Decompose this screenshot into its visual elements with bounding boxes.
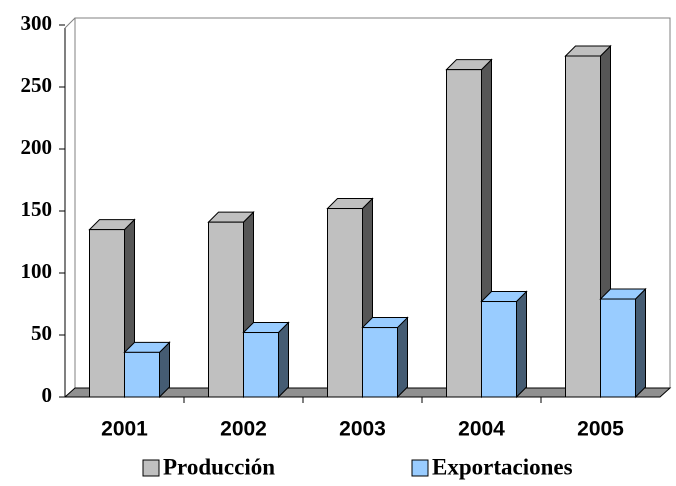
legend-swatch: [142, 459, 160, 477]
bar: [89, 229, 125, 398]
y-tick-label: 250: [21, 73, 53, 97]
bar-side: [635, 287, 646, 399]
bar-side: [278, 321, 289, 399]
bar: [124, 351, 160, 398]
legend-label: Exportaciones: [432, 454, 573, 479]
y-tick-label: 100: [21, 259, 53, 283]
bar: [243, 332, 279, 398]
y-tick-label: 150: [21, 197, 53, 221]
bar: [481, 301, 517, 398]
x-tick-label: 2003: [339, 418, 386, 441]
y-tick-label: 200: [21, 135, 53, 159]
bar: [208, 221, 244, 398]
bar: [327, 208, 363, 398]
legend-swatch: [411, 459, 429, 477]
bar-side: [397, 316, 408, 399]
x-tick-label: 2001: [101, 418, 148, 441]
y-tick-label: 0: [42, 383, 53, 407]
x-tick-label: 2005: [577, 418, 624, 441]
bar: [600, 298, 636, 398]
bar: [446, 69, 482, 398]
legend-label: Producción: [163, 454, 275, 479]
y-tick-label: 300: [21, 11, 53, 35]
bar-side: [516, 290, 527, 399]
y-tick-label: 50: [31, 321, 52, 345]
bar: [565, 55, 601, 398]
x-tick-label: 2002: [220, 418, 267, 441]
x-tick-label: 2004: [458, 418, 505, 441]
bar: [362, 327, 398, 398]
wall-edge: [64, 17, 76, 29]
